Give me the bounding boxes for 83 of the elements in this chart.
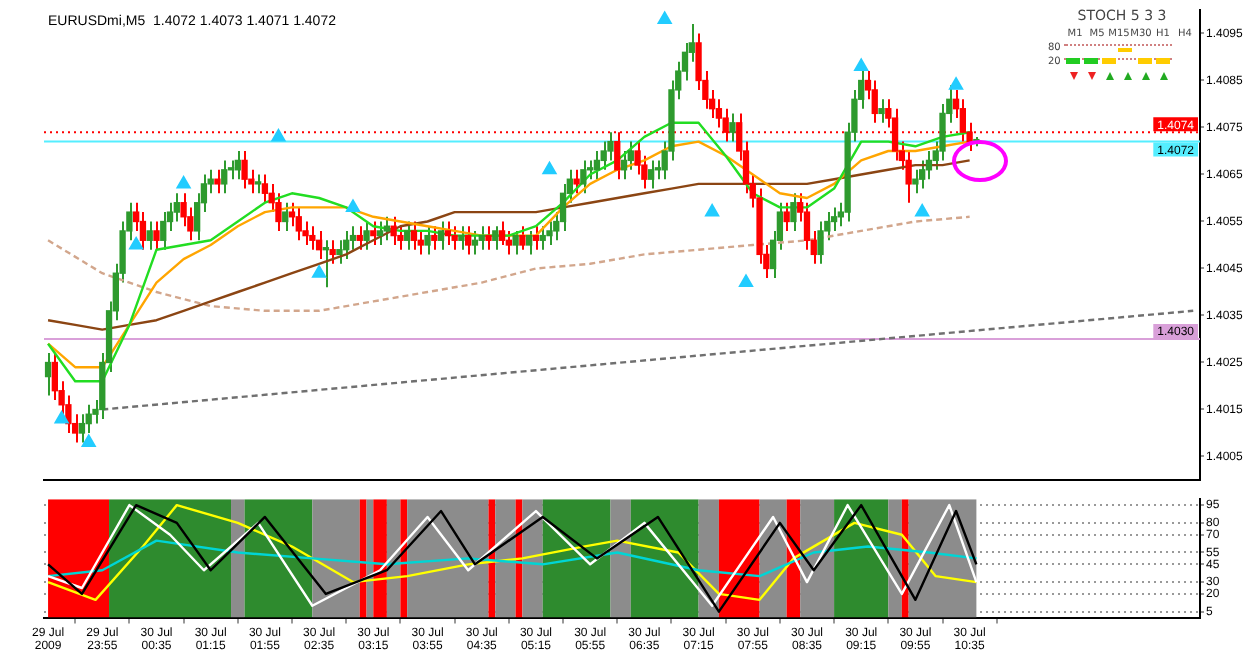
point [542,161,557,175]
point [738,274,754,288]
point [176,175,191,189]
candlestick [309,225,316,251]
candlestick [458,225,465,251]
candlestick [817,220,824,265]
candlestick [580,159,587,195]
candlestick [383,215,391,242]
candlestick [451,225,458,251]
point [854,58,869,71]
candlestick [390,215,397,246]
candlestick [437,220,445,251]
candlestick [871,79,878,124]
candlestick [600,140,607,171]
candlestick [363,220,370,251]
candlestick [803,201,811,251]
candlestick [431,225,438,251]
candlestick [627,140,634,171]
candlestick [221,159,228,195]
candlestick [146,220,153,251]
candlestick [939,103,946,162]
candlestick [404,220,411,251]
candlestick [919,159,926,190]
candlestick [546,220,553,246]
candlestick [275,192,282,232]
candlestick [465,225,472,256]
candlestick [254,173,262,195]
candlestick [573,168,580,195]
candlestick [526,229,533,256]
candlestick [424,225,431,256]
point [657,11,672,24]
candlestick [370,220,377,246]
candlestick [498,220,506,246]
candlestick [282,201,289,232]
point [271,128,286,142]
candlestick [512,229,519,256]
candlestick [153,220,160,251]
candlestick [492,225,499,251]
candlestick [78,413,86,444]
point [129,237,144,250]
candlestick [349,225,357,251]
candlestick [532,225,540,251]
candlestick [44,352,52,397]
candlestick [830,206,838,232]
candlestick [295,206,302,242]
candlestick [471,229,479,256]
point [705,204,720,217]
candlestick [519,225,526,251]
candlestick [241,150,248,190]
candlestick [729,112,736,143]
candlestick [417,229,424,256]
point [81,434,96,447]
candlestick [647,159,655,190]
candlestick [878,98,885,124]
candlestick [478,225,485,251]
candlestick [397,225,404,251]
candlestick [607,131,614,162]
candlestick [485,225,492,251]
candlestick [783,201,790,232]
candlestick [173,192,180,223]
candlestick [912,168,919,195]
point [345,199,361,212]
candlestick [410,220,418,251]
point [949,77,964,90]
candlestick [329,239,336,265]
candlestick [559,182,567,232]
candlestick [376,220,384,246]
candlestick [444,220,452,246]
candlestick [539,225,546,251]
candlestick [261,173,269,204]
candlestick [356,225,363,251]
candlestick [139,211,147,251]
candlestick [505,229,512,256]
point [915,204,930,217]
point [312,265,327,278]
candlestick [51,352,58,402]
candlestick [160,211,167,251]
point [54,410,69,424]
candlestick [905,150,912,204]
candlestick [715,98,723,129]
candlestick [790,192,797,232]
candlestick [336,239,343,265]
candlestick [214,168,221,195]
